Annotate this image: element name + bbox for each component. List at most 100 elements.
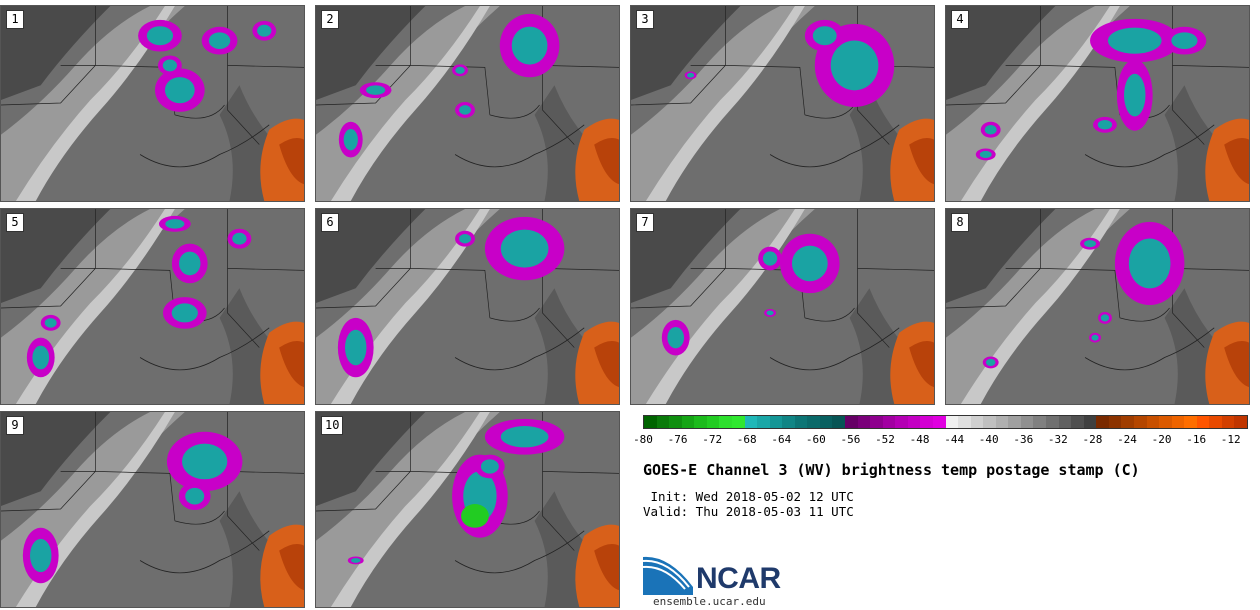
colorbar-segment: [870, 416, 883, 428]
wv-map-image: [631, 209, 934, 404]
member-number: 5: [6, 213, 24, 232]
colorbar-tick: -60: [805, 433, 826, 446]
colorbar-tick: -64: [771, 433, 792, 446]
postage-stamp-3: 3: [630, 5, 935, 202]
postage-stamp-10: 10: [315, 411, 620, 608]
init-time: Init: Wed 2018-05-02 12 UTC: [643, 489, 854, 504]
colorbar-segment: [681, 416, 695, 428]
member-number: 1: [6, 10, 24, 29]
colorbar-segment: [757, 416, 770, 428]
colorbar-segment: [995, 416, 1009, 428]
logo-text: NCAR: [696, 562, 781, 595]
member-number: 2: [321, 10, 339, 29]
ncar-logo: NCAR: [643, 553, 803, 603]
colorbar-tick: -44: [944, 433, 965, 446]
colorbar-tick: -16: [1186, 433, 1207, 446]
postage-stamp-7: 7: [630, 208, 935, 405]
colorbar-segment: [932, 416, 946, 428]
wv-map-image: [1, 412, 304, 607]
colorbar-segment: [1184, 416, 1197, 428]
postage-stamp-5: 5: [0, 208, 305, 405]
colorbar-segment: [706, 416, 720, 428]
wv-map-image: [316, 209, 619, 404]
colorbar-segment: [845, 416, 858, 428]
colorbar-segment: [744, 416, 758, 428]
colorbar-segment: [1096, 416, 1109, 428]
colorbar-tick: -40: [978, 433, 999, 446]
colorbar-tick: -56: [840, 433, 861, 446]
colorbar-segment: [832, 416, 845, 428]
figure-title: GOES-E Channel 3 (WV) brightness temp po…: [643, 461, 1140, 479]
colorbar-segment: [1083, 416, 1097, 428]
postage-stamp-1: 1: [0, 5, 305, 202]
colorbar-tick: -52: [875, 433, 895, 446]
colorbar-tick: -68: [736, 433, 757, 446]
colorbar-segment: [1133, 416, 1147, 428]
colorbar-segment: [819, 416, 833, 428]
colorbar-segment: [920, 416, 933, 428]
wv-map-image: [316, 412, 619, 607]
colorbar-segment: [1121, 416, 1134, 428]
member-number: 9: [6, 416, 24, 435]
wv-map-image: [316, 6, 619, 201]
colorbar-segment: [958, 416, 971, 428]
postage-stamp-4: 4: [945, 5, 1250, 202]
member-number: 4: [951, 10, 969, 29]
site-url: ensemble.ucar.edu: [653, 595, 766, 608]
colorbar-segment: [1171, 416, 1185, 428]
colorbar-tick: -80: [633, 433, 653, 446]
colorbar-segment: [794, 416, 808, 428]
colorbar-segment: [1146, 416, 1160, 428]
valid-time: Valid: Thu 2018-05-03 11 UTC: [643, 504, 854, 519]
colorbar-segment: [719, 416, 732, 428]
colorbar-segment: [769, 416, 783, 428]
colorbar-segment: [1046, 416, 1059, 428]
colorbar-tick: -36: [1013, 433, 1034, 446]
colorbar-segment: [882, 416, 896, 428]
colorbar-segment: [807, 416, 820, 428]
colorbar-tick: -76: [667, 433, 688, 446]
colorbar-segment: [731, 416, 745, 428]
postage-stamp-9: 9: [0, 411, 305, 608]
colorbar-segment: [1071, 416, 1084, 428]
colorbar-segment: [782, 416, 795, 428]
colorbar-segment: [1159, 416, 1172, 428]
ncar-swoosh-icon: [643, 556, 693, 595]
colorbar-tick: -12: [1220, 433, 1241, 446]
member-number: 8: [951, 213, 969, 232]
wv-map-image: [631, 6, 934, 201]
colorbar: [643, 415, 1248, 429]
colorbar-segment: [983, 416, 996, 428]
colorbar-segment: [857, 416, 871, 428]
wv-map-image: [1, 209, 304, 404]
wv-map-image: [946, 209, 1249, 404]
colorbar-tick: -24: [1117, 433, 1137, 446]
postage-stamp-8: 8: [945, 208, 1250, 405]
colorbar-segment: [1108, 416, 1122, 428]
colorbar-segment: [1008, 416, 1021, 428]
wv-map-image: [1, 6, 304, 201]
colorbar-segment: [656, 416, 670, 428]
colorbar-tick: -20: [1151, 433, 1172, 446]
member-number: 3: [636, 10, 654, 29]
wv-map-image: [946, 6, 1249, 201]
colorbar-tick: -72: [702, 433, 723, 446]
colorbar-segment: [1234, 416, 1247, 428]
colorbar-tick: -32: [1047, 433, 1068, 446]
colorbar-segment: [970, 416, 984, 428]
postage-stamp-2: 2: [315, 5, 620, 202]
colorbar-segment: [1221, 416, 1235, 428]
member-number: 6: [321, 213, 339, 232]
colorbar-segment: [1020, 416, 1034, 428]
postage-stamp-6: 6: [315, 208, 620, 405]
member-number: 7: [636, 213, 654, 232]
colorbar-tick: -28: [1082, 433, 1103, 446]
colorbar-segment: [1209, 416, 1222, 428]
colorbar-segment: [694, 416, 707, 428]
colorbar-segment: [895, 416, 908, 428]
colorbar-segment: [1033, 416, 1046, 428]
colorbar-tick: -48: [909, 433, 930, 446]
colorbar-segment: [669, 416, 682, 428]
colorbar-tick-labels: -80 -76 -72 -68 -64 -60 -56 -52 -48 -44 -40 -36 -32 -…: [633, 433, 1248, 449]
colorbar-segment: [1058, 416, 1072, 428]
